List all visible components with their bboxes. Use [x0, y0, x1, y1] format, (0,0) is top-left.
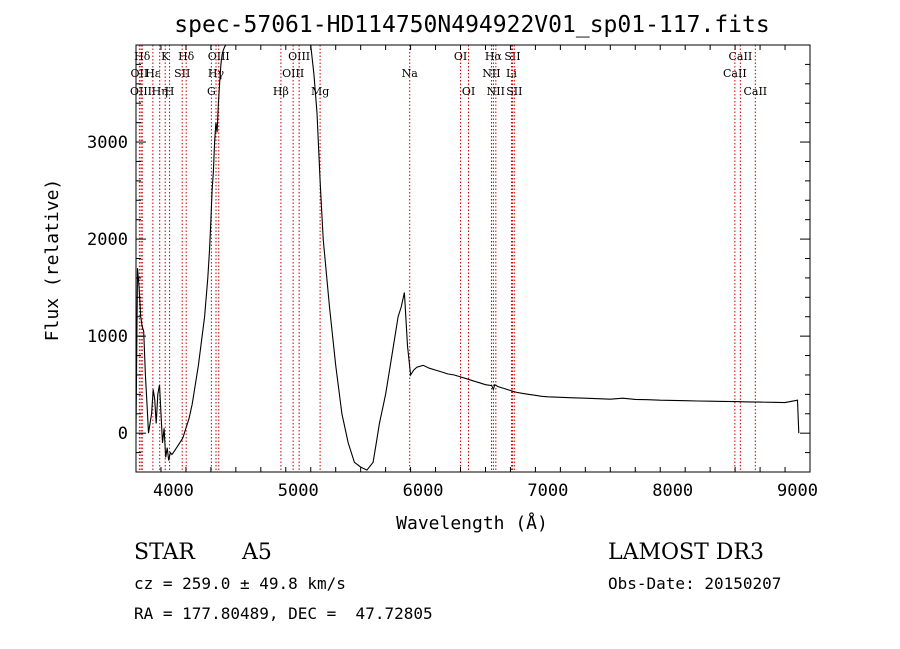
- line-marker-label-21: NII: [487, 85, 505, 98]
- x-tick-label: 9000: [777, 481, 818, 501]
- line-marker-label-18: OI: [462, 85, 475, 98]
- redshift-velocity: cz = 259.0 ± 49.8 km/s: [134, 574, 346, 593]
- line-marker-label-25: CaII: [729, 50, 753, 63]
- line-marker-label-12: Hβ: [273, 85, 289, 98]
- object-subclass: A5: [242, 540, 272, 565]
- line-marker-label-7: Hδ: [178, 50, 195, 63]
- line-marker-label-13: OIII: [282, 67, 304, 80]
- y-tick-label: 2000: [87, 230, 128, 250]
- line-marker-label-14: OIII: [288, 50, 310, 63]
- y-axis-label: Flux (relative): [42, 179, 63, 342]
- line-marker-label-27: CaII: [743, 85, 767, 98]
- object-class: STAR: [134, 540, 195, 565]
- line-marker-label-8: SII: [174, 67, 190, 80]
- line-marker-label-5: K: [161, 50, 170, 63]
- x-tick-label: 7000: [527, 481, 568, 501]
- spectrum-line: [136, 45, 800, 471]
- line-marker-label-16: Na: [402, 67, 419, 80]
- observation-date: Obs-Date: 20150207: [608, 574, 782, 593]
- chart-title: spec-57061-HD114750N494922V01_sp01-117.f…: [174, 12, 769, 38]
- x-tick-label: 5000: [278, 481, 319, 501]
- line-markers: Hδ OII OIII Hε Hη K H Hδ SII OIII Hγ G Hβ OIII OIII Mg N…: [130, 45, 767, 472]
- plot-frame: [135, 44, 811, 473]
- axes: 4000 5000 6000 7000 8000 9000 0 1000 2000 3000: [87, 44, 818, 501]
- line-marker-label-10: Hγ: [208, 67, 225, 80]
- line-marker-label-26: CaII: [723, 67, 747, 80]
- line-marker-label-0: Hδ: [134, 50, 151, 63]
- x-tick-label: 4000: [153, 481, 194, 501]
- line-marker-label-22: SII: [504, 50, 520, 63]
- y-tick-label: 0: [118, 424, 128, 444]
- line-marker-label-3: Hε: [145, 67, 161, 80]
- line-marker-label-1: OII: [131, 67, 149, 80]
- y-tick-label: 1000: [87, 327, 128, 347]
- line-marker-label-17: OI: [454, 50, 467, 63]
- y-tick-label: 3000: [87, 133, 128, 153]
- x-tick-label: 8000: [652, 481, 693, 501]
- line-marker-label-24: SII: [506, 85, 522, 98]
- x-tick-label: 6000: [403, 481, 444, 501]
- survey-name: LAMOST DR3: [608, 540, 764, 565]
- line-marker-label-23: Li: [506, 67, 517, 80]
- line-marker-label-4: Hη: [152, 85, 168, 98]
- line-marker-label-2: OIII: [130, 85, 152, 98]
- x-axis-label: Wavelength (Å): [396, 512, 548, 534]
- line-marker-label-15: Mg: [311, 85, 329, 98]
- sky-coordinates: RA = 177.80489, DEC = 47.72805: [134, 604, 433, 623]
- line-marker-label-19: Hα: [485, 50, 503, 63]
- line-marker-label-6: H: [165, 85, 175, 98]
- line-marker-label-20: NII: [482, 67, 500, 80]
- line-marker-label-11: G: [207, 85, 216, 98]
- spectrum-plot: [136, 45, 800, 471]
- line-marker-label-9: OIII: [208, 50, 230, 63]
